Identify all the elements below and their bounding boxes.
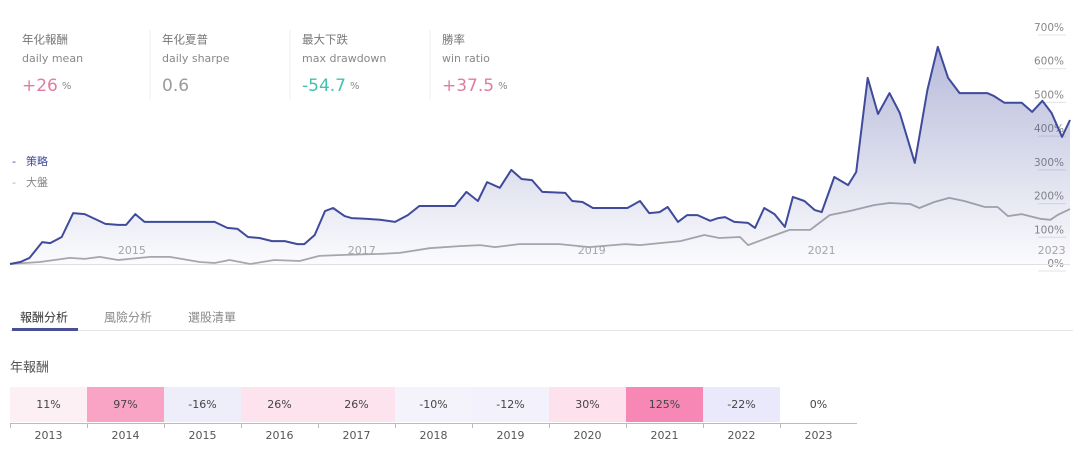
return-value: 97% [113,398,137,411]
year-label: 2016 [266,429,294,442]
stat-value: +26% [22,76,71,96]
year-label: 2014 [112,429,140,442]
year-label: 2013 [35,429,63,442]
return-value: 0% [810,398,827,411]
stat-sublabel: daily sharpe [162,52,230,65]
series-line [9,45,1071,265]
stat-number: +37.5 [442,76,494,96]
return-cell [395,387,472,422]
year-label: 2021 [651,429,679,442]
legend-label: 大盤 [26,175,48,189]
year-label: 2020 [574,429,602,442]
tab-underline [12,328,78,331]
return-value: -12% [496,398,524,411]
return-value: -22% [727,398,755,411]
return-cell [10,387,87,422]
section-title: 年報酬 [10,361,49,376]
return-value: 125% [649,398,680,411]
return-value: -16% [188,398,216,411]
return-value: -10% [419,398,447,411]
year-label: 2023 [805,429,833,442]
return-cell [549,387,626,422]
ui: 年化報酬 daily mean +26 % 年化夏普 daily sharpe 0.6 最大下… [10,30,1073,442]
return-cell [164,387,241,422]
strategy-area [10,46,1070,265]
stat-value: +37.5% [442,76,508,96]
y-tick-label: 600% [1034,56,1064,68]
legend-dash: - [12,155,16,168]
stat-sublabel: win ratio [442,52,490,65]
tab[interactable]: 報酬分析 [20,311,68,325]
year-label: 2019 [497,429,525,442]
stat-label: 年化報酬 [22,33,68,47]
year-label: 2022 [728,429,756,442]
stat-value: 0.6 [162,76,189,96]
return-cell [87,387,164,422]
stat-number: +26 [22,76,58,96]
return-cell [780,387,857,422]
year-label: 2017 [343,429,371,442]
stat-label: 勝率 [442,33,465,47]
stat-value: -54.7% [302,76,360,96]
y-tick-label: 700% [1034,22,1064,34]
stat-label: 最大下跌 [302,33,348,47]
stat-unit: % [350,81,360,92]
return-cell [626,387,703,422]
return-cell [241,387,318,422]
stat-number: 0.6 [162,76,189,96]
stat-sublabel: daily mean [22,52,83,65]
stat-unit: % [62,81,72,92]
return-value: 11% [36,398,60,411]
legend-label: 策略 [26,154,48,168]
y-tick-label: 500% [1034,89,1064,101]
chart: 0%100%200%300%400%500%600%700%2015201720… [9,22,1071,272]
stat-sublabel: max drawdown [302,52,386,65]
legend-dash: - [12,176,16,189]
return-value: 30% [575,398,599,411]
year-label: 2015 [189,429,217,442]
return-cell [472,387,549,422]
tab[interactable]: 風險分析 [104,310,152,325]
return-value: 26% [344,398,368,411]
tab[interactable]: 選股清單 [188,311,236,325]
stat-number: -54.7 [302,76,346,96]
year-label: 2018 [420,429,448,442]
return-cell [703,387,780,422]
stat-label: 年化夏普 [162,33,208,47]
return-value: 26% [267,398,291,411]
return-cell [318,387,395,422]
stat-unit: % [498,81,508,92]
